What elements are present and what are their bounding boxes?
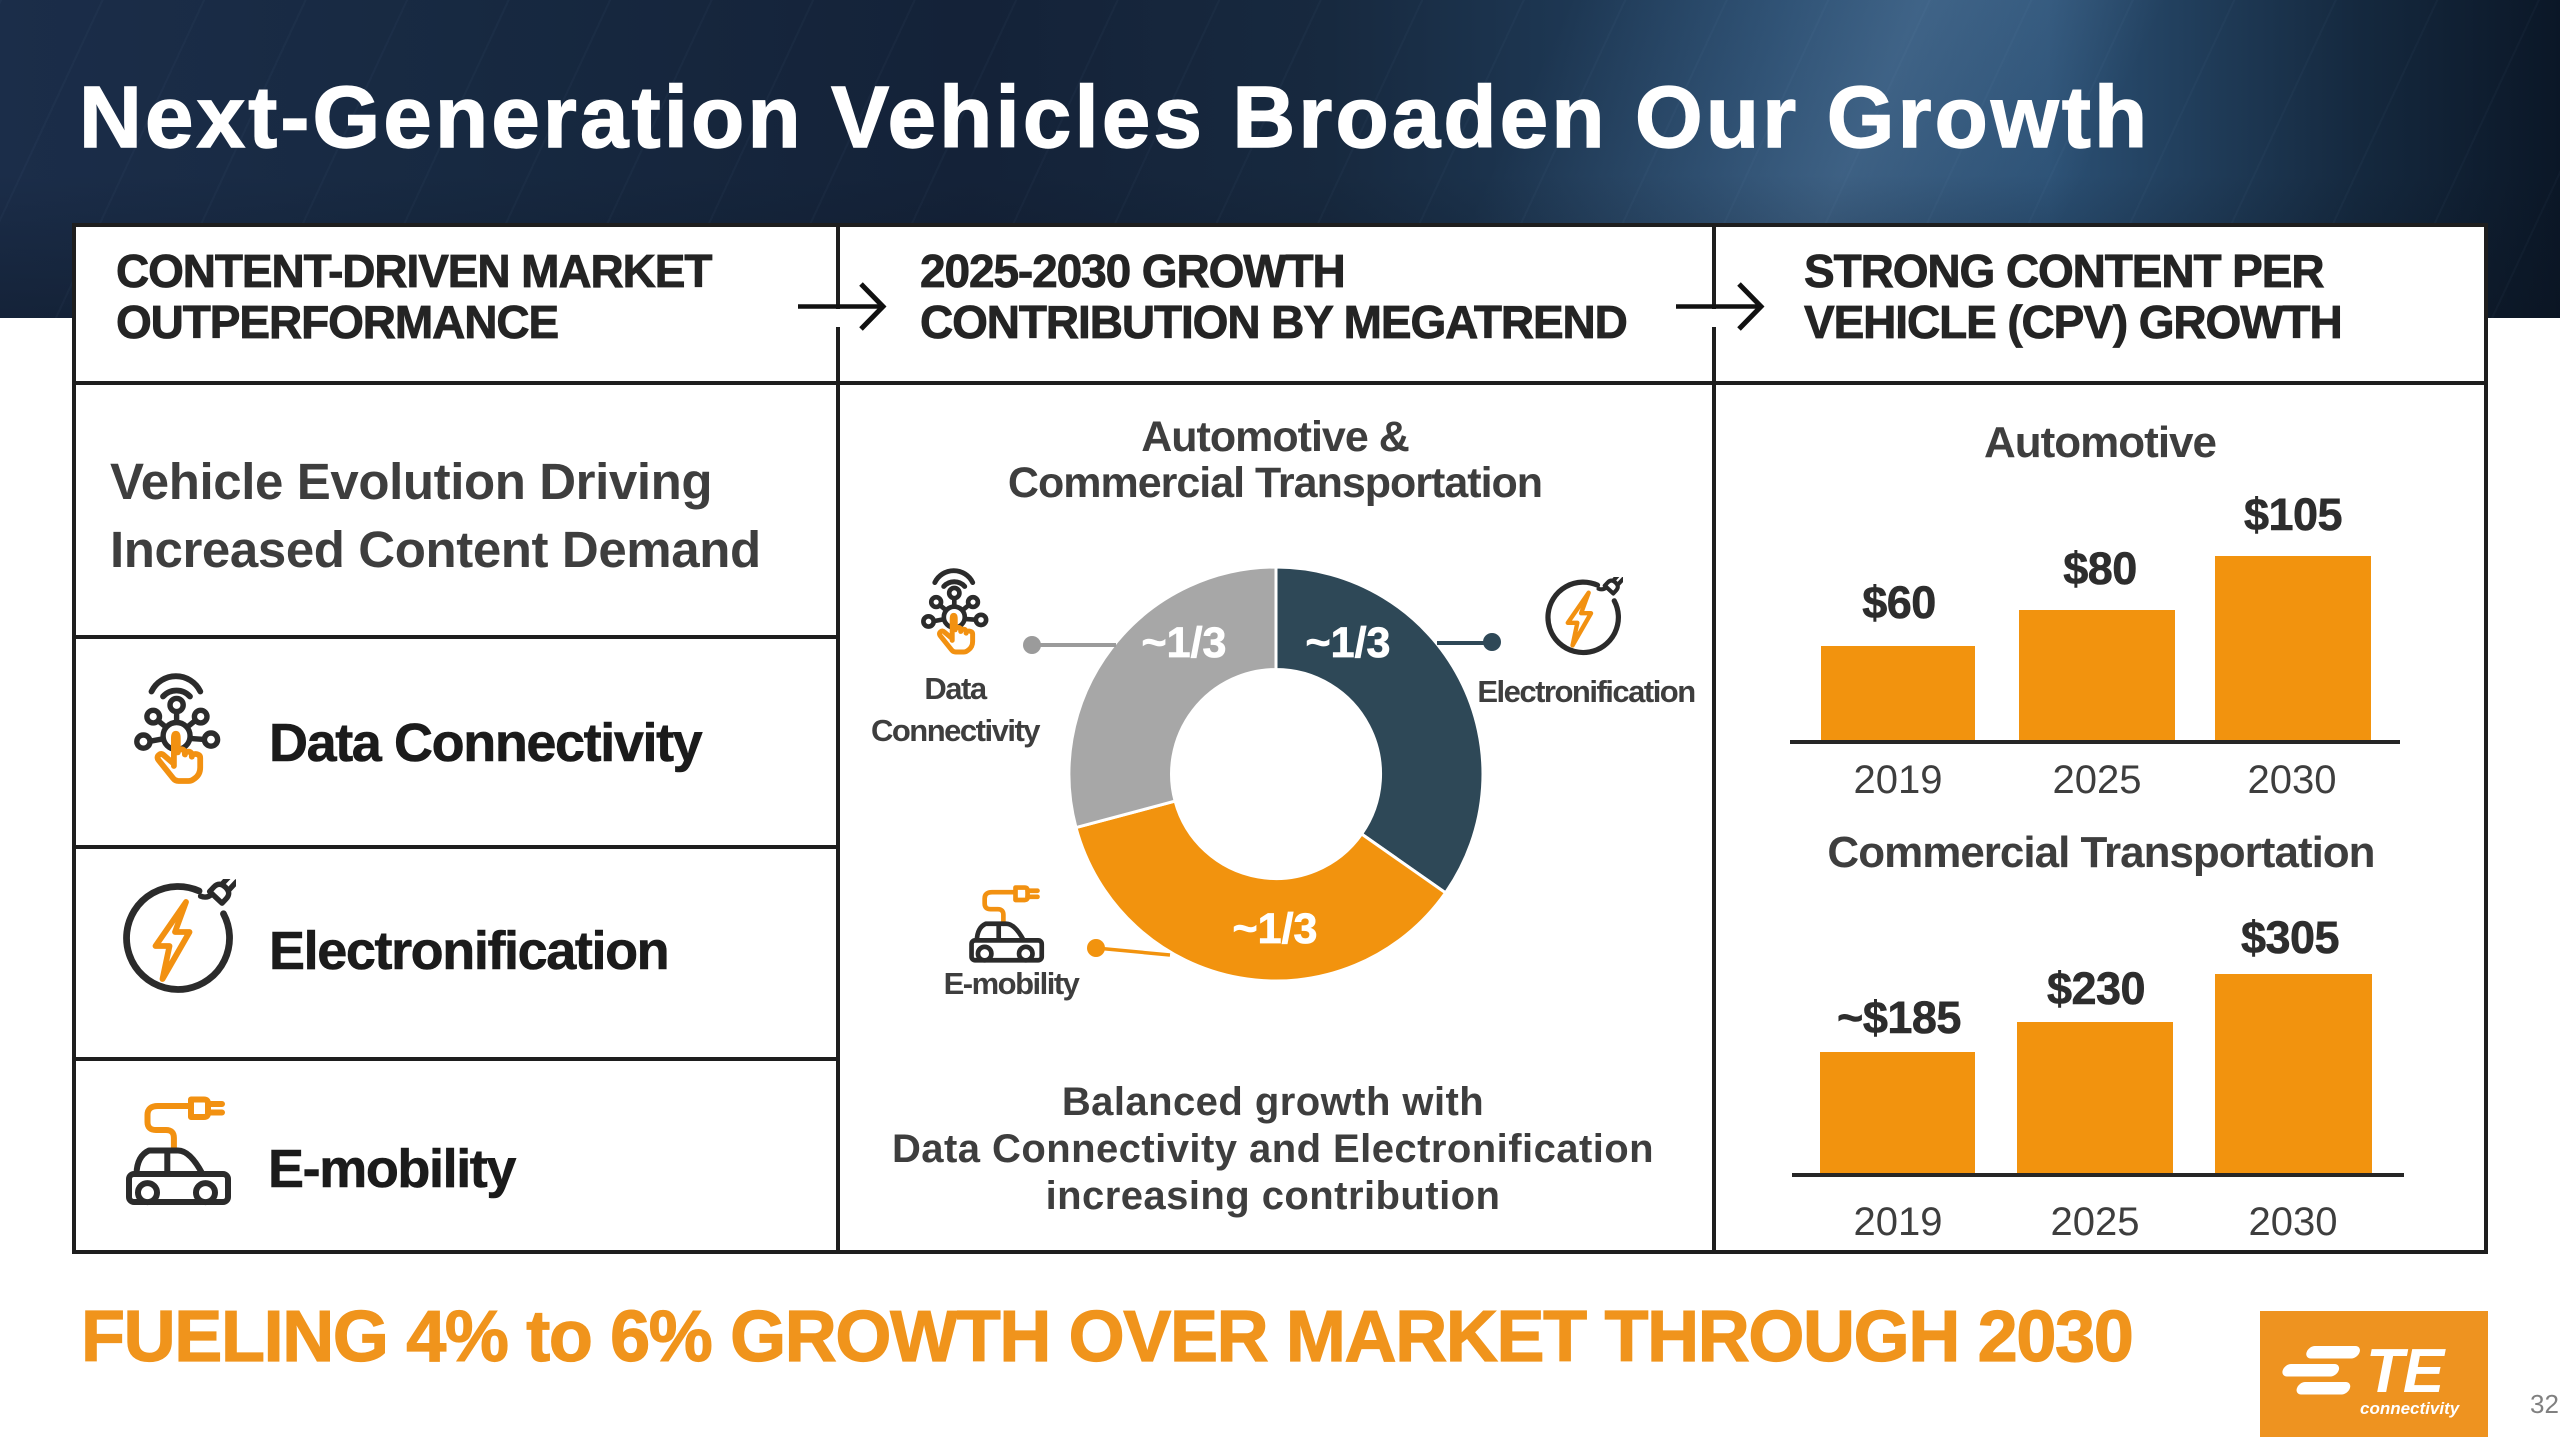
svg-text:connectivity: connectivity xyxy=(2360,1399,2461,1418)
svg-text:TE: TE xyxy=(2366,1337,2446,1406)
